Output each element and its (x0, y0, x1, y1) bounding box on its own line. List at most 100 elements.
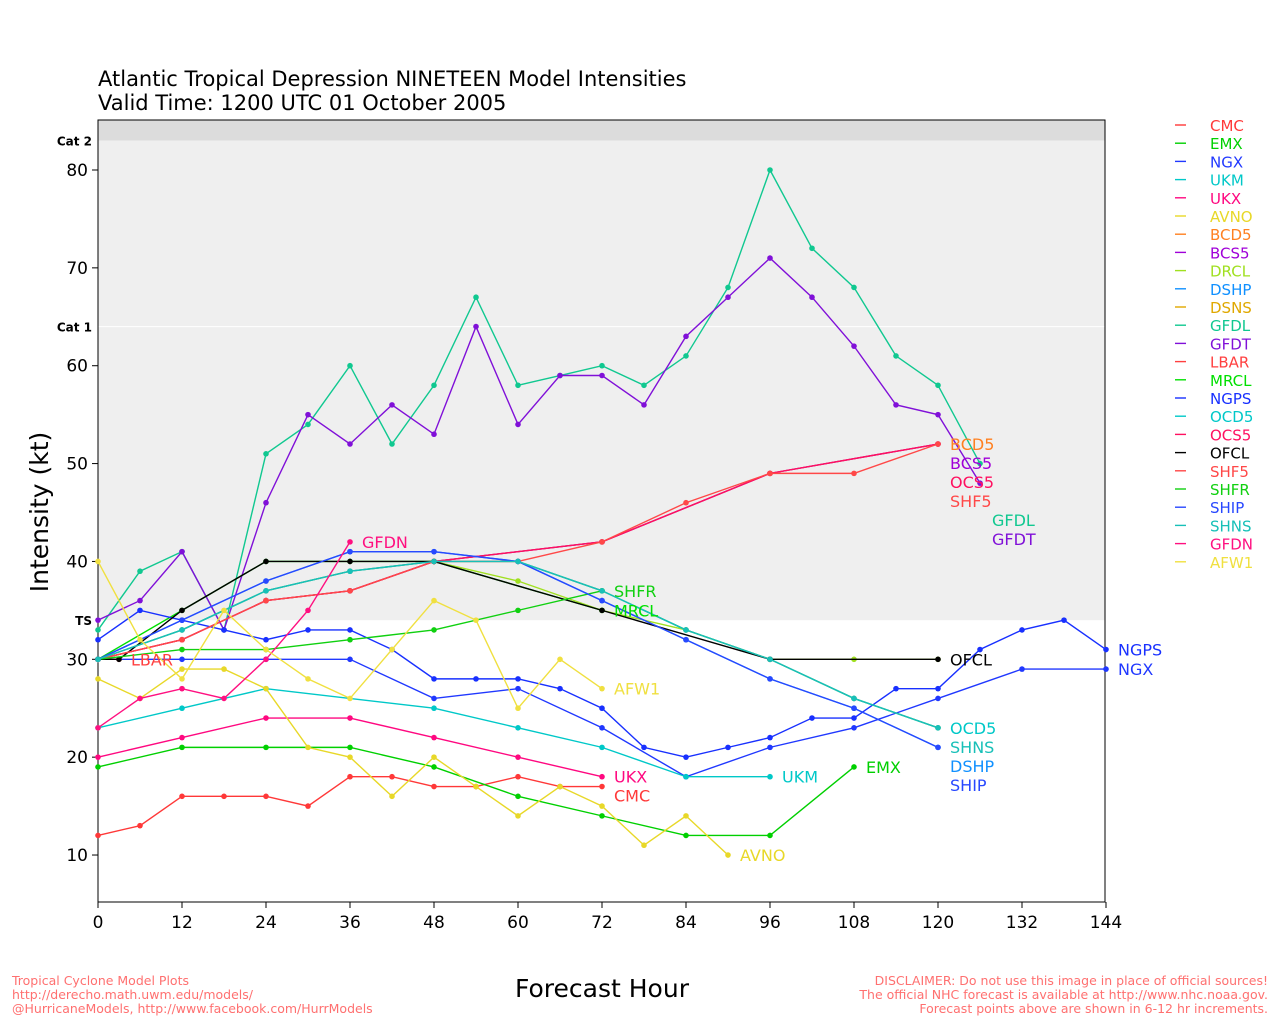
data-point-afw1 (221, 607, 227, 614)
data-point-gfdt (767, 255, 773, 261)
data-point-gfdt (473, 323, 479, 330)
data-point-ukm (683, 773, 689, 780)
series-line-emx (97, 746, 855, 837)
footer-credit-line: @HurricaneModels, http://www.facebook.co… (12, 1001, 373, 1016)
data-point-ngps (977, 646, 983, 653)
chart-title: Atlantic Tropical Depression NINETEEN Mo… (98, 67, 686, 91)
data-point-gfdt (95, 617, 101, 623)
data-point-ngps (809, 715, 815, 721)
legend-entry-shns: SHNS (1210, 517, 1252, 535)
data-point-gfdn (305, 607, 311, 614)
series-line-avno (97, 668, 729, 856)
y-tick-label: 20 (66, 748, 88, 768)
legend-entry-ukm: UKM (1210, 172, 1244, 190)
threshold-label: TS (75, 614, 92, 628)
x-tick-label: 0 (93, 913, 104, 933)
data-point-shns (683, 627, 689, 633)
data-point-ngx (179, 656, 185, 663)
data-point-ngps (473, 676, 479, 682)
data-point-ukx (347, 715, 353, 721)
data-point-drcl (515, 578, 521, 584)
data-point-shns (95, 656, 101, 663)
data-point-emx (347, 744, 353, 751)
data-point-gfdl (95, 627, 101, 633)
data-point-shfr (515, 607, 521, 614)
data-point-gfdl (641, 382, 647, 389)
data-point-afw1 (431, 597, 437, 604)
data-point-gfdl (599, 362, 605, 369)
data-point-cmc (263, 793, 269, 800)
data-point-gfdt (599, 372, 605, 379)
data-point-ngx (1019, 666, 1025, 672)
data-point-cmc (515, 773, 521, 780)
end-label-ukx: UKX (614, 768, 647, 787)
data-point-afw1 (305, 676, 311, 682)
data-point-ukx (599, 773, 605, 780)
data-point-ngps (95, 636, 101, 643)
threshold-label: Cat 1 (57, 321, 92, 335)
end-label-shf5: SHF5 (950, 492, 992, 511)
end-label-ngx: NGX (1118, 660, 1153, 679)
x-tick-label: 48 (423, 913, 445, 933)
data-point-gfdt (557, 372, 563, 379)
data-point-afw1 (347, 695, 353, 702)
data-point-avno (95, 676, 101, 682)
data-point-ngps (347, 627, 353, 633)
x-tick-label: 36 (339, 913, 361, 933)
data-point-avno (431, 754, 437, 760)
data-point-cmc (431, 783, 437, 790)
data-point-shns (179, 627, 185, 633)
data-point-gfdt (893, 402, 899, 408)
legend-entry-shf5: SHF5 (1210, 463, 1249, 481)
legend-entry-lbar: LBAR (1210, 354, 1249, 372)
data-point-ship (935, 744, 941, 751)
data-point-shfr (347, 636, 353, 643)
data-point-gfdt (935, 411, 941, 418)
legend-entry-afw1: AFW1 (1210, 554, 1253, 572)
end-label-emx: EMX (866, 758, 901, 777)
data-point-shns (599, 587, 605, 594)
legend-entry-bcs5: BCS5 (1210, 244, 1250, 262)
data-point-emx (851, 764, 857, 770)
data-point-ngx (431, 695, 437, 702)
legend-entry-emx: EMX (1210, 135, 1243, 153)
data-point-gfdl (977, 460, 983, 467)
data-point-ship (851, 705, 857, 712)
threshold-label: Cat 2 (57, 135, 92, 149)
data-point-gfdn (137, 695, 143, 702)
x-tick-label: 72 (591, 913, 613, 933)
data-point-gfdl (473, 294, 479, 301)
data-point-emx (767, 832, 773, 839)
legend-entry-ship: SHIP (1210, 499, 1244, 517)
data-point-avno (557, 783, 563, 790)
x-tick-label: 132 (1006, 913, 1038, 933)
data-point-cmc (95, 832, 101, 839)
data-point-ship (767, 676, 773, 682)
data-point-avno (347, 754, 353, 760)
data-point-afw1 (95, 558, 101, 565)
data-point-cmc (347, 773, 353, 780)
data-point-shns (431, 558, 437, 565)
data-point-ukx (515, 754, 521, 760)
data-point-gfdt (305, 411, 311, 418)
data-point-shns (935, 725, 941, 731)
data-point-gfdt (683, 333, 689, 340)
data-point-gfdt (431, 431, 437, 438)
data-point-ship (347, 548, 353, 555)
data-point-shf5 (683, 499, 689, 506)
data-point-avno (725, 852, 731, 858)
data-point-shfr (431, 627, 437, 633)
end-label-ocs5: OCS5 (950, 473, 994, 492)
data-point-ukx (263, 715, 269, 721)
end-label-gfdt: GFDT (992, 530, 1036, 549)
footer-disclaimer-line: DISCLAIMER: Do not use this image in pla… (875, 973, 1268, 988)
data-point-emx (599, 813, 605, 819)
data-point-ngps (641, 744, 647, 751)
data-point-afw1 (557, 656, 563, 663)
y-tick-label: 60 (66, 357, 88, 377)
legend-entry-ngx: NGX (1210, 153, 1243, 171)
data-point-ship (599, 597, 605, 604)
legend-entry-ukx: UKX (1210, 190, 1241, 208)
data-point-ngps (1103, 646, 1109, 653)
data-point-avno (389, 793, 395, 800)
